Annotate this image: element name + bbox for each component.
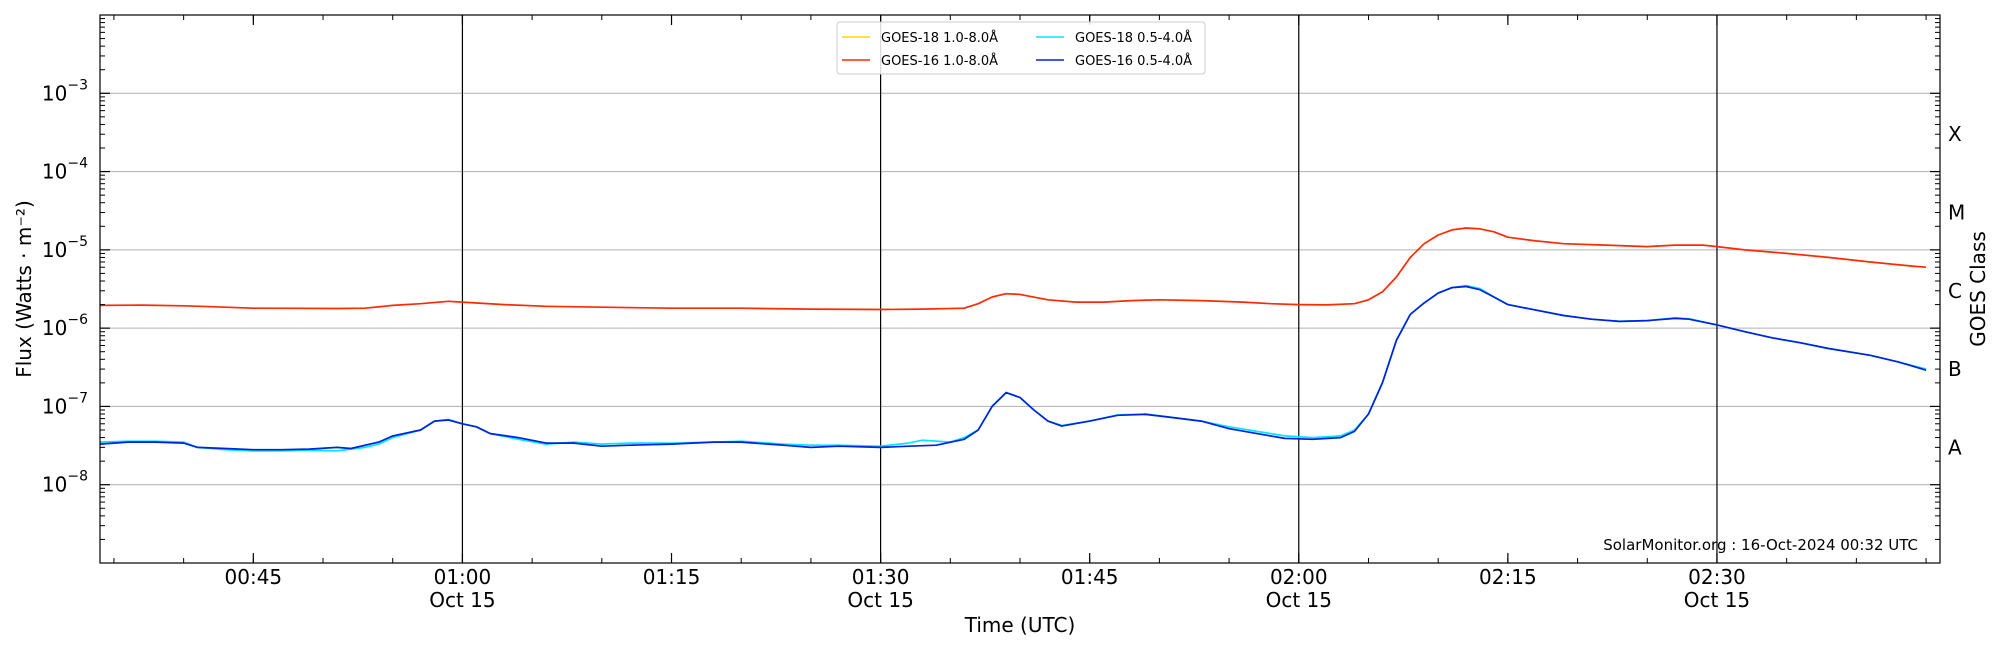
x-tick-date-label: Oct 15 [429, 588, 495, 612]
y-tick-labels: 10−810−710−610−510−410−3 [42, 77, 88, 496]
goes-class-label: C [1948, 279, 1962, 303]
y-tick-label: 10−7 [42, 390, 88, 418]
y-tick-exponent: −3 [67, 77, 88, 93]
y-tick-exponent: −6 [67, 312, 88, 328]
credit-text: SolarMonitor.org : 16-Oct-2024 00:32 UTC [1603, 536, 1918, 554]
series-line-2 [99, 284, 1927, 452]
x-tick-label: 02:00 [1270, 565, 1328, 589]
series-line-1 [99, 227, 1927, 311]
goes-class-label: B [1948, 357, 1962, 381]
x-tick-label: 01:15 [643, 565, 701, 589]
legend-label-goes16-short: GOES-16 0.5-4.0Å [1075, 53, 1192, 69]
legend-box [836, 21, 1206, 75]
right-axis-label: GOES Class [1966, 231, 1990, 347]
y-tick-label: 10−4 [42, 156, 88, 184]
x-tick-label: 01:30 [852, 565, 910, 589]
x-tick-label: 00:45 [225, 565, 283, 589]
goes-class-label: X [1948, 122, 1962, 146]
x-tick-label: 01:45 [1061, 565, 1119, 589]
y-tick-label: 10−6 [42, 312, 88, 340]
y-tick-exponent: −4 [67, 156, 88, 172]
y-tick-base: 10 [42, 316, 67, 340]
x-axis-label: Time (UTC) [964, 613, 1076, 637]
goes-class-label: M [1948, 201, 1965, 225]
x-tick-label: 02:30 [1688, 565, 1746, 589]
y-tick-exponent: −7 [67, 390, 88, 406]
series-lines [99, 227, 1927, 452]
plot-frame [99, 14, 1941, 564]
y-axis-label: Flux (Watts · m⁻²) [12, 200, 36, 378]
y-tick-base: 10 [42, 81, 67, 105]
y-tick-exponent: −5 [67, 234, 88, 250]
goes-class-label: A [1948, 435, 1962, 459]
goes-class-labels: A B C M X [1948, 122, 1965, 459]
legend: GOES-18 1.0-8.0Å GOES-16 1.0-8.0Å GOES-1… [836, 21, 1206, 75]
y-tick-exponent: −8 [67, 469, 88, 485]
x-tick-date-label: Oct 15 [1684, 588, 1750, 612]
y-tick-label: 10−8 [42, 469, 88, 497]
vertical-day-lines [461, 15, 1718, 563]
axis-ticks [100, 15, 1940, 563]
legend-label-goes16-long: GOES-16 1.0-8.0Å [881, 53, 998, 69]
x-tick-label: 01:00 [434, 565, 492, 589]
y-tick-label: 10−3 [42, 77, 88, 105]
y-tick-label: 10−5 [42, 234, 88, 262]
y-tick-base: 10 [42, 394, 67, 418]
legend-label-goes18-short: GOES-18 0.5-4.0Å [1075, 30, 1192, 46]
x-tick-label: 02:15 [1479, 565, 1537, 589]
legend-label-goes18-long: GOES-18 1.0-8.0Å [881, 30, 998, 46]
series-line-3 [99, 285, 1927, 451]
y-tick-base: 10 [42, 473, 67, 497]
x-tick-date-label: Oct 15 [847, 588, 913, 612]
grid-lines [100, 92, 1940, 486]
y-tick-base: 10 [42, 238, 67, 262]
y-tick-base: 10 [42, 160, 67, 184]
x-tick-date-label: Oct 15 [1266, 588, 1332, 612]
